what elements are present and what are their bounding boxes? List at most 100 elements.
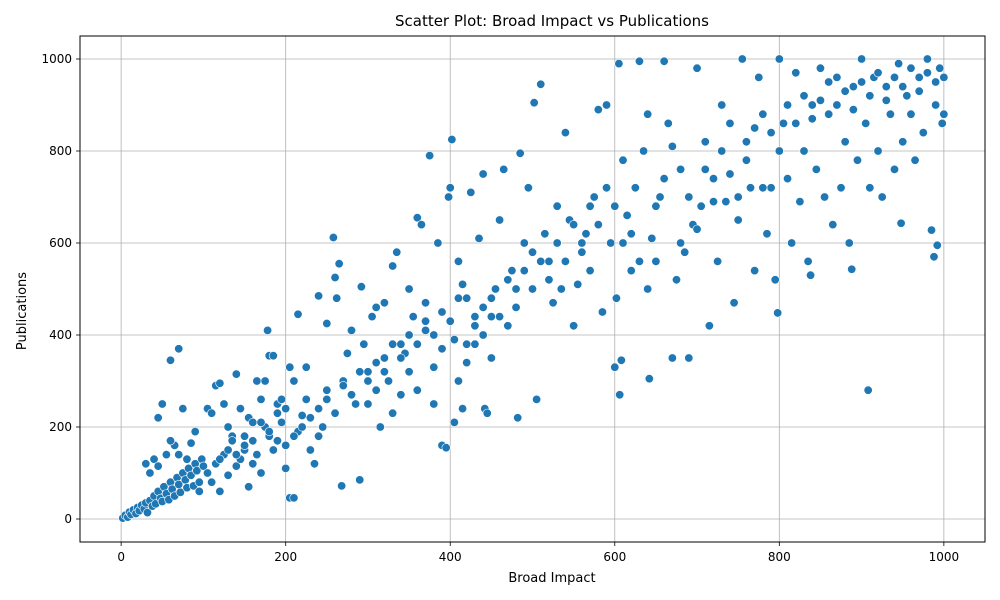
scatter-point — [314, 431, 324, 441]
scatter-point — [281, 440, 291, 450]
scatter-point — [611, 293, 621, 303]
scatter-point — [223, 445, 233, 455]
scatter-point — [240, 431, 250, 441]
scatter-point — [589, 192, 599, 202]
scatter-point — [478, 302, 488, 312]
scatter-point — [404, 367, 414, 377]
scatter-point — [692, 224, 702, 234]
scatter-point — [503, 275, 513, 285]
scatter-point — [602, 100, 612, 110]
scatter-point — [671, 275, 681, 285]
scatter-point — [301, 362, 311, 372]
scatter-point — [910, 155, 920, 165]
scatter-point — [412, 385, 422, 395]
scatter-point — [729, 298, 739, 308]
scatter-point — [441, 443, 451, 453]
chart-title: Scatter Plot: Broad Impact vs Publicatio… — [395, 12, 709, 30]
scatter-point — [560, 256, 570, 266]
scatter-point — [914, 72, 924, 82]
scatter-point — [433, 238, 443, 248]
scatter-point — [885, 109, 895, 119]
scatter-point — [548, 298, 558, 308]
scatter-point — [527, 284, 537, 294]
scatter-point — [610, 362, 620, 372]
scatter-point — [733, 192, 743, 202]
scatter-point — [227, 436, 237, 446]
scatter-point — [667, 141, 677, 151]
scatter-point — [346, 325, 356, 335]
scatter-point — [297, 422, 307, 432]
scatter-point — [741, 137, 751, 147]
scatter-point — [490, 284, 500, 294]
scatter-point — [515, 148, 525, 158]
scatter-point — [268, 351, 278, 361]
scatter-point — [264, 427, 274, 437]
scatter-point — [371, 358, 381, 368]
scatter-point — [626, 266, 636, 276]
scatter-point — [478, 169, 488, 179]
scatter-point — [486, 293, 496, 303]
scatter-point — [342, 348, 352, 358]
scatter-point — [157, 399, 167, 409]
scatter-point — [141, 459, 151, 469]
scatter-point — [704, 321, 714, 331]
scatter-point — [293, 309, 303, 319]
scatter-point — [240, 440, 250, 450]
scatter-point — [314, 404, 324, 414]
scatter-point — [931, 77, 941, 87]
x-tick-label: 800 — [768, 550, 791, 564]
scatter-point — [527, 247, 537, 257]
scatter-point — [725, 169, 735, 179]
scatter-point — [149, 454, 159, 464]
scatter-point — [519, 266, 529, 276]
scatter-point — [630, 183, 640, 193]
scatter-point — [898, 82, 908, 92]
scatter-point — [536, 79, 546, 89]
scatter-point — [458, 279, 468, 289]
scatter-point — [931, 100, 941, 110]
scatter-point — [256, 394, 266, 404]
scatter-point — [186, 438, 196, 448]
scatter-point — [593, 105, 603, 115]
scatter-point — [696, 201, 706, 211]
scatter-point — [684, 192, 694, 202]
scatter-point — [651, 201, 661, 211]
scatter-point — [314, 291, 324, 301]
scatter-point — [231, 450, 241, 460]
scatter-point — [421, 325, 431, 335]
scatter-point — [289, 493, 299, 503]
scatter-point — [873, 68, 883, 78]
scatter-point — [615, 390, 625, 400]
scatter-point — [453, 376, 463, 386]
scatter-point — [733, 215, 743, 225]
scatter-point — [935, 63, 945, 73]
scatter-point — [927, 225, 937, 235]
scatter-point — [754, 72, 764, 82]
scatter-point — [425, 151, 435, 161]
scatter-point — [322, 385, 332, 395]
scatter-point — [301, 394, 311, 404]
scatter-point — [482, 408, 492, 418]
y-axis-title: Publications — [15, 272, 30, 350]
scatter-point — [256, 468, 266, 478]
scatter-point — [894, 59, 904, 69]
scatter-point — [309, 459, 319, 469]
scatter-point — [194, 477, 204, 487]
scatter-point — [606, 238, 616, 248]
scatter-point — [248, 459, 258, 469]
scatter-point — [536, 256, 546, 266]
y-tick-label: 0 — [64, 512, 72, 526]
scatter-point — [840, 137, 850, 147]
scatter-point — [544, 275, 554, 285]
scatter-point — [552, 238, 562, 248]
scatter-point — [268, 445, 278, 455]
scatter-point — [248, 417, 258, 427]
scatter-point — [263, 325, 273, 335]
scatter-point — [223, 470, 233, 480]
scatter-point — [529, 98, 539, 108]
scatter-point — [865, 91, 875, 101]
scatter-point — [359, 339, 369, 349]
scatter-point — [929, 252, 939, 262]
scatter-point — [902, 91, 912, 101]
scatter-point — [495, 215, 505, 225]
